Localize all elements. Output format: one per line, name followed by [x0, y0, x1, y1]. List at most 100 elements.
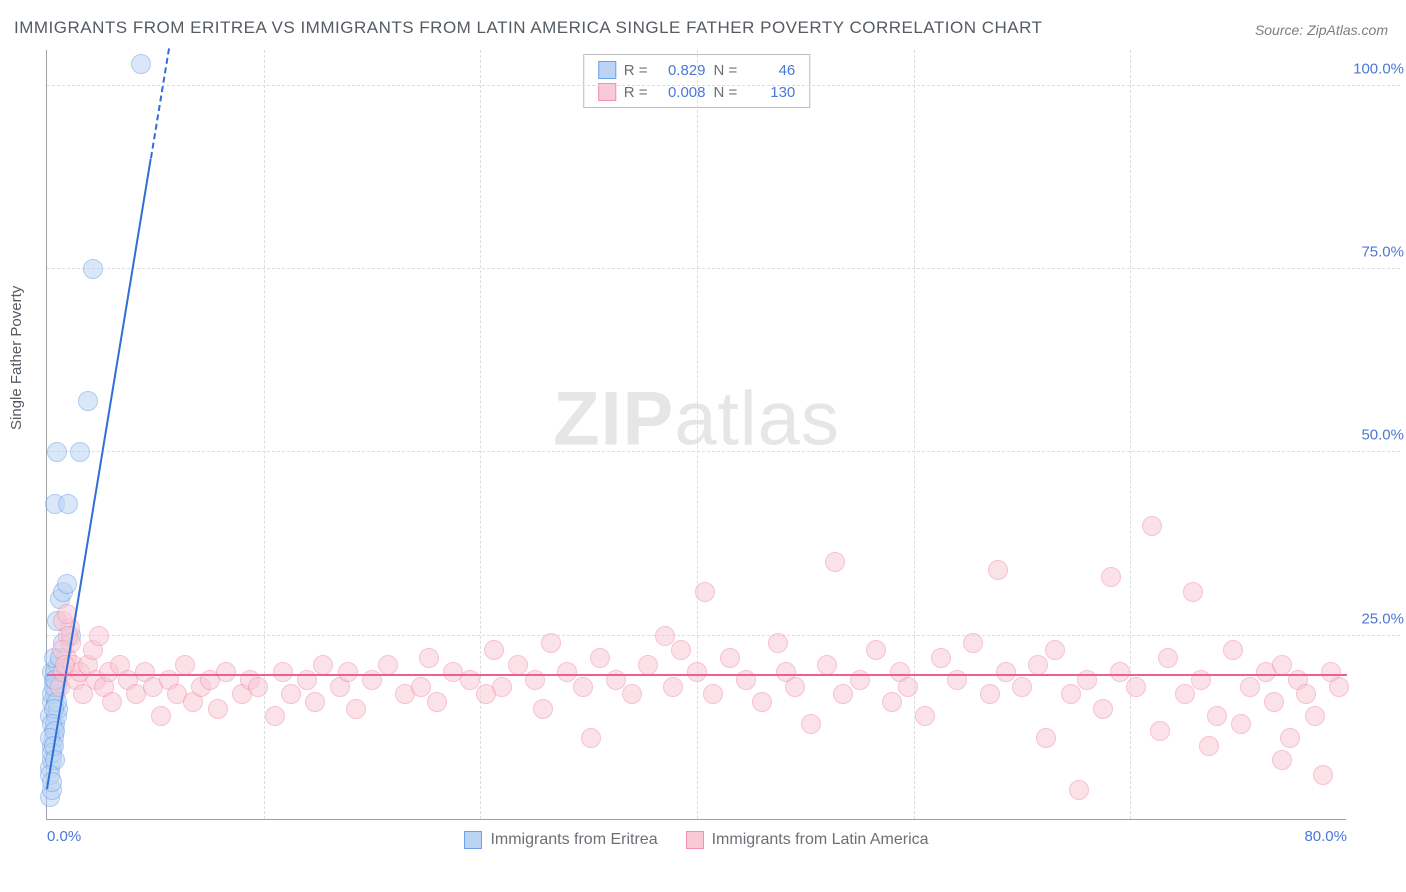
data-point [47, 611, 67, 631]
data-point [248, 677, 268, 697]
data-point [541, 633, 561, 653]
data-point [963, 633, 983, 653]
data-point [338, 662, 358, 682]
data-point [882, 692, 902, 712]
data-point [1321, 662, 1341, 682]
data-point [1142, 516, 1162, 536]
data-point [785, 677, 805, 697]
data-point [42, 780, 62, 800]
data-point [281, 684, 301, 704]
data-point [606, 670, 626, 690]
data-point [1272, 655, 1292, 675]
data-point [151, 706, 171, 726]
data-point [126, 684, 146, 704]
data-point [1264, 692, 1284, 712]
data-point [330, 677, 350, 697]
data-point [484, 640, 504, 660]
data-point [45, 662, 65, 682]
data-point [1231, 714, 1251, 734]
data-point [183, 692, 203, 712]
data-point [167, 684, 187, 704]
data-point [50, 677, 70, 697]
legend-r-label: R = [624, 62, 648, 79]
data-point [476, 684, 496, 704]
gridline-vertical [480, 50, 481, 819]
data-point [736, 670, 756, 690]
data-point [232, 684, 252, 704]
data-point [1045, 640, 1065, 660]
data-point [825, 552, 845, 572]
data-point [1126, 677, 1146, 697]
data-point [70, 442, 90, 462]
y-tick-label: 50.0% [1361, 427, 1404, 444]
legend-series-label: Immigrants from Eritrea [490, 831, 657, 849]
data-point [135, 662, 155, 682]
data-point [40, 787, 60, 807]
data-point [200, 670, 220, 690]
data-point [663, 677, 683, 697]
legend-swatch [598, 61, 616, 79]
data-point [1240, 677, 1260, 697]
data-point [94, 677, 114, 697]
legend-series-item: Immigrants from Latin America [686, 831, 929, 849]
data-point [817, 655, 837, 675]
data-point [752, 692, 772, 712]
data-point [890, 662, 910, 682]
data-point [99, 662, 119, 682]
data-point [208, 699, 228, 719]
chart-title: IMMIGRANTS FROM ERITREA VS IMMIGRANTS FR… [14, 18, 1042, 38]
data-point [1158, 648, 1178, 668]
data-point [1183, 582, 1203, 602]
trend-line [46, 158, 152, 789]
data-point [866, 640, 886, 660]
data-point [850, 670, 870, 690]
data-point [57, 574, 77, 594]
data-point [1036, 728, 1056, 748]
data-point [1012, 677, 1032, 697]
data-point [1191, 670, 1211, 690]
data-point [89, 626, 109, 646]
legend-swatch [686, 831, 704, 849]
data-point [395, 684, 415, 704]
legend-series-label: Immigrants from Latin America [712, 831, 929, 849]
data-point [1069, 780, 1089, 800]
gridline-horizontal [47, 451, 1400, 452]
data-point [313, 655, 333, 675]
data-point [988, 560, 1008, 580]
data-point [1175, 684, 1195, 704]
data-point [460, 670, 480, 690]
source-attribution: Source: ZipAtlas.com [1255, 22, 1388, 38]
data-point [102, 692, 122, 712]
data-point [1077, 670, 1097, 690]
data-point [695, 582, 715, 602]
data-point [131, 54, 151, 74]
data-point [118, 670, 138, 690]
data-point [622, 684, 642, 704]
data-point [175, 655, 195, 675]
data-point [44, 648, 64, 668]
data-point [1280, 728, 1300, 748]
data-point [443, 662, 463, 682]
legend-r-value: 0.829 [656, 62, 706, 79]
data-point [73, 684, 93, 704]
data-point [557, 662, 577, 682]
legend-n-value: 130 [745, 84, 795, 101]
gridline-horizontal [47, 268, 1400, 269]
trend-line [47, 674, 1347, 676]
data-point [671, 640, 691, 660]
data-point [915, 706, 935, 726]
data-point [58, 494, 78, 514]
data-point [776, 662, 796, 682]
data-point [590, 648, 610, 668]
data-point [346, 699, 366, 719]
data-point [525, 670, 545, 690]
data-point [66, 670, 86, 690]
data-point [50, 589, 70, 609]
data-point [78, 391, 98, 411]
data-point [638, 655, 658, 675]
data-point [533, 699, 553, 719]
data-point [1329, 677, 1349, 697]
data-point [931, 648, 951, 668]
gridline-horizontal [47, 635, 1400, 636]
data-point [53, 611, 73, 631]
